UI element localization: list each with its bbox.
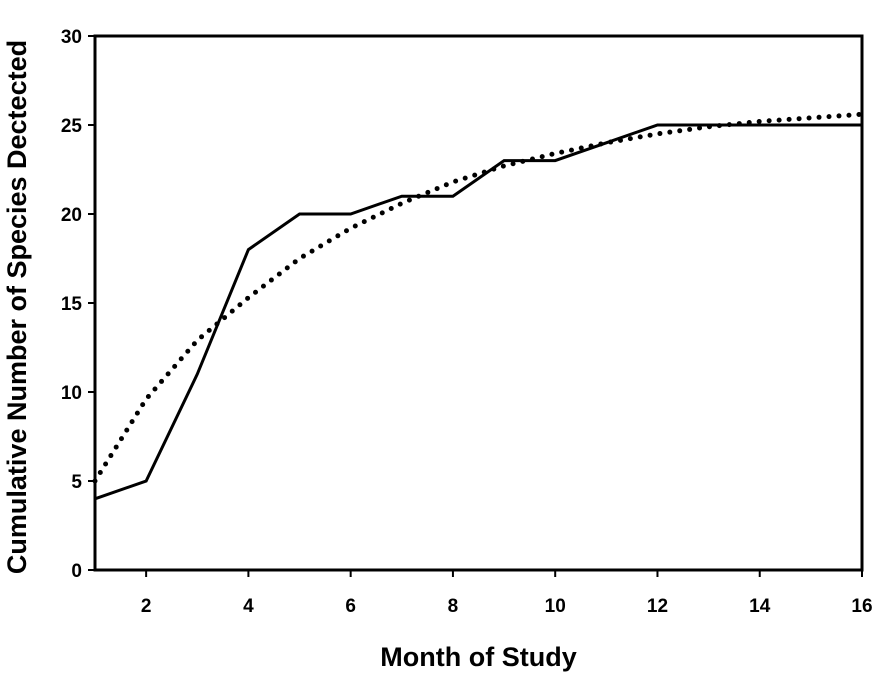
x-tick-label: 6 xyxy=(345,596,356,617)
x-tick-label: 2 xyxy=(141,596,152,617)
y-tick-label: 20 xyxy=(61,205,82,226)
x-tick-label: 12 xyxy=(647,596,668,617)
x-axis-title: Month of Study xyxy=(380,642,576,672)
x-tick-label: 4 xyxy=(243,596,254,617)
y-tick-label: 0 xyxy=(71,561,82,582)
dotted-trend-line xyxy=(92,111,865,484)
x-axis-ticks: 2 4 6 8 10 12 14 16 xyxy=(141,570,873,617)
observed-series-line xyxy=(94,123,862,501)
y-tick-label: 5 xyxy=(71,472,82,493)
y-tick-label: 25 xyxy=(61,116,83,137)
plot-frame xyxy=(93,34,864,572)
x-tick-label: 14 xyxy=(749,596,771,617)
y-tick-label: 30 xyxy=(61,27,82,48)
y-tick-label: 15 xyxy=(61,294,83,315)
series-layer xyxy=(92,111,865,501)
x-tick-label: 10 xyxy=(545,596,566,617)
x-tick-label: 8 xyxy=(448,596,459,617)
y-axis-title: Cumulative Number of Species Dectected xyxy=(2,40,32,574)
x-tick-label: 16 xyxy=(851,596,872,617)
y-axis-ticks: 0 5 10 15 20 25 30 xyxy=(61,27,95,582)
y-tick-label: 10 xyxy=(61,383,82,404)
